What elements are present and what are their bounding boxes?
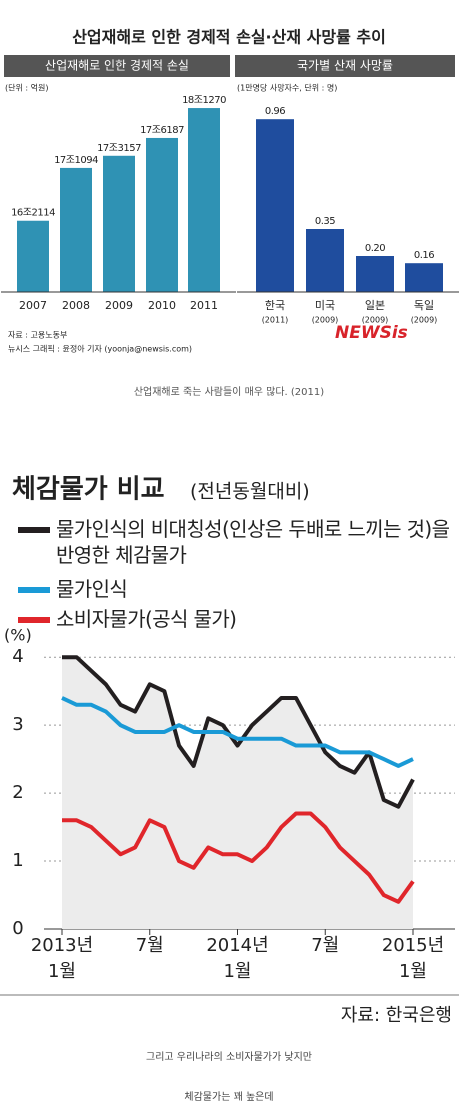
panel-title: 국가별 산재 사망률 <box>297 59 393 73</box>
line-subtitle: (전년동월대비) <box>190 481 310 503</box>
x-tick-label: 2008 <box>62 299 90 312</box>
category-note: (2009) <box>411 316 438 325</box>
y-tick-label: 0 <box>12 918 23 939</box>
bar <box>60 167 92 292</box>
x-tick-label: 7월 <box>135 935 164 956</box>
y-tick-label: 1 <box>12 850 23 871</box>
legend-label: 물가인식 <box>56 577 128 601</box>
category-note: (2011) <box>262 316 289 325</box>
value-label: 18조1270 <box>182 95 226 106</box>
bar <box>188 108 220 292</box>
value-label: 17조1094 <box>54 155 98 166</box>
value-label: 0.96 <box>265 106 285 117</box>
footer-text: 체감물가는 꽤 높은데 <box>184 1091 273 1103</box>
source: 뉴시스 그래픽 : 윤정아 기자 (yoonja@newsis.com) <box>8 344 192 354</box>
x-tick-label: 2007 <box>19 299 47 312</box>
bar <box>146 137 178 292</box>
value-label: 0.20 <box>365 243 385 254</box>
x-tick-label: 미국 <box>315 299 335 312</box>
value-label: 0.16 <box>414 250 434 261</box>
source: 자료 : 고용노동부 <box>8 331 67 340</box>
line <box>61 696 414 768</box>
y-tick-label: 2 <box>12 782 23 803</box>
x-tick-label: 2009 <box>105 299 133 312</box>
footer-text: 그리고 우리나라의 소비자물가가 낮지만 <box>146 1051 312 1063</box>
x-tick-label: 일본 <box>365 298 385 312</box>
x-tick-label: 2011 <box>190 299 218 312</box>
value-label: 17조3157 <box>97 143 141 154</box>
bar <box>405 263 443 292</box>
value-label: 0.35 <box>315 216 335 227</box>
x-tick-label: 독일 <box>414 298 434 312</box>
line-title: 체감물가 비교 <box>12 475 165 505</box>
unit: (1만명당 사망자수, 단위 : 명) <box>237 83 337 93</box>
bar <box>103 155 135 292</box>
header-bar <box>4 55 230 77</box>
line-source: 자료: 한국은행 <box>341 1005 452 1026</box>
y-tick-label: 4 <box>12 646 23 667</box>
caption: 산업재해로 죽는 사람들이 매우 많다. (2011) <box>134 385 324 398</box>
top-title: 산업재해로 인한 경제적 손실·산재 사망률 추이 <box>72 28 386 47</box>
value-label: 17조6187 <box>140 125 184 136</box>
legend-label: 소비자물가(공식 물가) <box>56 607 237 631</box>
unit: (단위 : 억원) <box>5 83 48 93</box>
logo: NEWSis <box>335 323 408 343</box>
bar <box>306 229 344 292</box>
x-tick-label: 2014년 1월 <box>206 935 269 982</box>
header-bar <box>235 55 455 77</box>
line <box>62 811 415 904</box>
x-tick-label: 2010 <box>148 299 176 312</box>
line <box>62 655 415 809</box>
y-axis-label: (%) <box>4 626 32 645</box>
x-tick-label: 2015년 1월 <box>381 935 445 982</box>
value-label: 16조2114 <box>11 208 55 219</box>
legend-label: 물가인식의 비대칭성(인상은 두배로 느끼는 것)을 반영한 체감물가 <box>56 517 450 567</box>
category-note: (2009) <box>362 316 389 325</box>
x-tick-label: 2013년 1월 <box>30 935 94 982</box>
bar <box>17 220 49 292</box>
x-tick-label: 한국 <box>265 299 285 312</box>
y-tick-label: 3 <box>12 714 23 735</box>
area <box>62 657 413 929</box>
bar <box>356 256 394 292</box>
bar <box>256 119 294 292</box>
x-tick-label: 7월 <box>311 935 340 956</box>
panel-title: 산업재해로 인한 경제적 손실 <box>45 59 189 73</box>
category-note: (2009) <box>312 316 339 325</box>
